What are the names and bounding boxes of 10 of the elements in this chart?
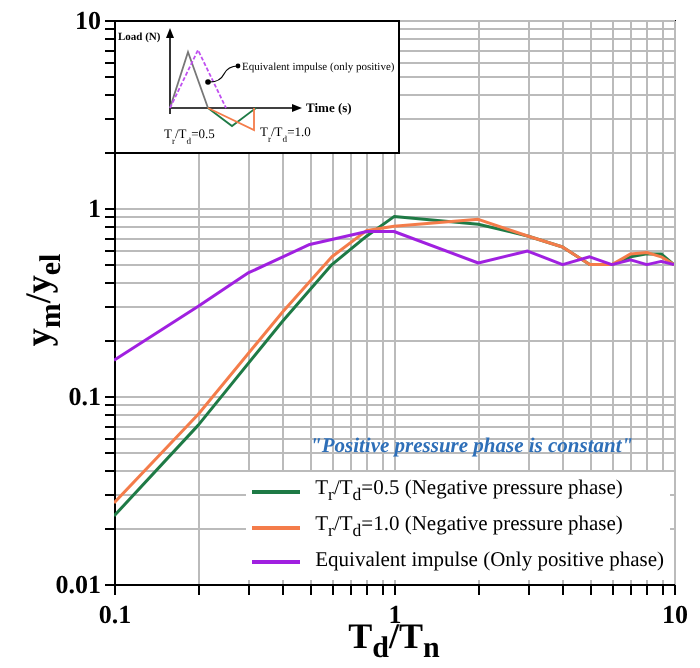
x-tick-label: 10: [662, 599, 688, 629]
y-tick-label: 0.01: [55, 569, 101, 599]
annotation: "Positive pressure phase is constant": [310, 436, 634, 458]
x-tick-label: 0.1: [98, 599, 132, 629]
legend-label: T$_{r}$/T$_{d}$=1.0 (Negative pressure phase): [315, 511, 623, 544]
legend-label: Equivalent impulse (Only positive phase): [315, 548, 664, 576]
y-tick-label: 10: [75, 5, 101, 35]
y-tick-label: 0.1: [68, 381, 101, 411]
y-tick-label: 1: [88, 193, 101, 223]
legend-label: T$_{r}$/T$_{d}$=0.5 (Negative pressure phase): [315, 475, 623, 508]
